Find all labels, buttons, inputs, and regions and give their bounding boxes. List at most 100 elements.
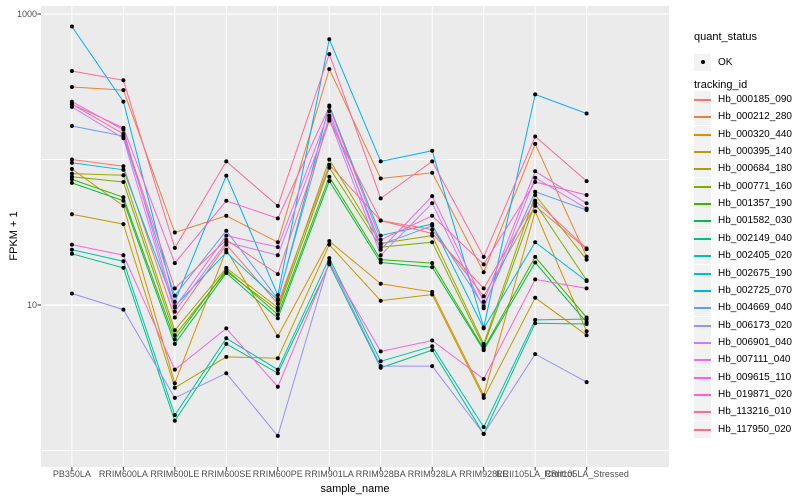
data-point (121, 173, 126, 178)
data-point (327, 179, 332, 184)
tracking-id-legend-item: Hb_000320_440 (694, 125, 792, 143)
data-point (378, 364, 383, 369)
data-point (224, 233, 229, 238)
data-point (224, 159, 229, 164)
data-point (378, 298, 383, 303)
data-point (481, 377, 486, 381)
data-point (172, 299, 177, 304)
data-point (275, 312, 280, 317)
data-point (584, 333, 589, 338)
y-tick-label: 10 (26, 300, 37, 310)
legend-label: Hb_113216_010 (718, 406, 792, 418)
data-point (69, 167, 74, 171)
data-point (172, 293, 177, 298)
tracking-id-legend-item: Hb_000684_180 (694, 160, 792, 178)
line-swatch-icon (694, 247, 711, 265)
data-point (121, 164, 126, 169)
legend-label: Hb_001357_190 (718, 198, 792, 210)
data-point (378, 260, 383, 265)
data-point (172, 333, 177, 338)
line-swatch-icon (694, 108, 711, 126)
data-point (69, 291, 74, 296)
data-point (69, 171, 74, 176)
x-tick-label: RRIM901LA (304, 469, 354, 479)
data-point (172, 305, 177, 310)
data-point (533, 193, 538, 197)
x-axis-title: sample_name (320, 483, 390, 495)
data-point (224, 228, 229, 233)
data-point (584, 254, 589, 259)
series-color-line (694, 151, 711, 154)
data-point (327, 261, 332, 266)
data-point (378, 218, 383, 223)
legend-label: Hb_002675_190 (718, 267, 792, 279)
line-swatch-icon (694, 212, 711, 230)
data-point (430, 213, 435, 218)
data-point (430, 265, 435, 270)
series-color-line (694, 220, 711, 223)
data-point (533, 240, 538, 245)
data-point (481, 395, 486, 400)
data-point (121, 259, 126, 264)
data-point (327, 174, 332, 179)
line-swatch-icon (694, 264, 711, 282)
series-color-line (694, 116, 711, 119)
series-color-line (694, 341, 711, 344)
line-swatch-icon (694, 333, 711, 351)
legend-label: Hb_007111_040 (718, 354, 791, 366)
data-point (430, 292, 435, 297)
data-point (533, 295, 538, 300)
data-point (430, 227, 435, 232)
data-point (430, 159, 435, 164)
data-point (533, 317, 538, 322)
x-tick-label: RRIM600SE (201, 469, 252, 479)
data-point (69, 124, 74, 128)
line-swatch-icon (694, 385, 711, 403)
data-point (584, 206, 589, 211)
data-point (275, 240, 280, 245)
data-point (121, 78, 126, 83)
data-point (481, 348, 486, 353)
data-point (327, 118, 332, 123)
data-point (275, 253, 280, 258)
series-color-line (694, 428, 711, 431)
tracking-id-legend-item: Hb_009615_110 (694, 368, 791, 386)
series-color-line (694, 359, 711, 362)
data-point (224, 213, 229, 218)
x-tick-label: RRII105LA_Control (496, 469, 575, 479)
legend-label: Hb_002725_070 (718, 284, 792, 296)
data-point (172, 309, 177, 314)
data-point (275, 334, 280, 339)
series-color-line (694, 185, 711, 188)
data-point (378, 242, 383, 247)
data-point (121, 195, 126, 200)
y-axis-title: FPKM + 1 (8, 211, 20, 261)
line-swatch-icon (694, 403, 711, 421)
data-point (172, 261, 177, 266)
data-point (275, 316, 280, 321)
data-point (481, 425, 486, 429)
data-point (275, 272, 280, 277)
data-point (533, 260, 538, 265)
data-point (430, 201, 435, 206)
y-tick-label: 1000 (16, 9, 37, 19)
data-point (584, 111, 589, 116)
data-point (69, 177, 74, 182)
data-point (224, 326, 229, 331)
x-tick-label: PB350LA (52, 469, 91, 479)
line-swatch-icon (694, 125, 711, 143)
data-point (481, 431, 486, 436)
data-point (327, 113, 332, 118)
line-swatch-icon (694, 281, 711, 299)
data-point (327, 162, 332, 167)
data-point (378, 349, 383, 354)
x-tick-label: RRIM928BA (355, 469, 406, 479)
data-point (378, 359, 383, 364)
legend-label: Hb_006173_020 (718, 319, 792, 331)
data-point (121, 307, 126, 312)
line-swatch-icon (694, 368, 711, 386)
data-point (533, 198, 538, 203)
series-color-line (694, 203, 711, 206)
data-point (327, 37, 332, 42)
